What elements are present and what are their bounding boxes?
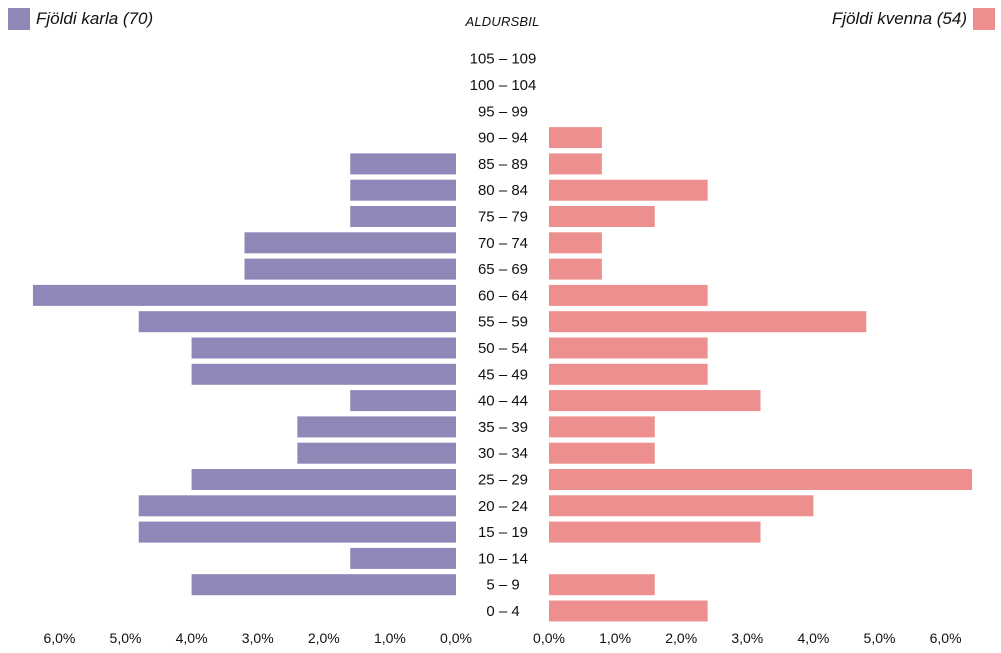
bar-female-9 <box>549 363 708 385</box>
category-label: 80 – 84 <box>478 182 528 199</box>
bar-female-5 <box>549 469 973 490</box>
chart-title: ALDURSBIL <box>0 14 1001 29</box>
category-label: 55 – 59 <box>478 314 528 331</box>
bar-male-16 <box>350 179 456 201</box>
category-label: 85 – 89 <box>478 156 528 173</box>
bar-female-14 <box>549 232 602 254</box>
category-label: 30 – 34 <box>478 445 528 462</box>
x-tick-label: 4,0% <box>176 630 208 646</box>
bar-male-2 <box>350 547 456 569</box>
bar-female-0 <box>549 600 708 622</box>
category-label: 70 – 74 <box>478 235 528 252</box>
category-label: 5 – 9 <box>486 577 519 594</box>
x-tick-label: 5,0% <box>110 630 142 646</box>
x-tick-label: 6,0% <box>930 630 962 646</box>
bar-male-5 <box>191 469 456 490</box>
category-label: 10 – 14 <box>478 550 528 567</box>
bar-female-11 <box>549 311 867 333</box>
bar-female-8 <box>549 390 761 412</box>
x-tick-label: 6,0% <box>43 630 75 646</box>
bar-female-13 <box>549 258 602 280</box>
x-tick-label: 0,0% <box>533 630 565 646</box>
category-label: 40 – 44 <box>478 393 528 410</box>
x-tick-label: 1,0% <box>599 630 631 646</box>
bar-male-8 <box>350 390 456 412</box>
legend-female-label: Fjöldi kvenna (54) <box>831 9 967 28</box>
category-label: 25 – 29 <box>478 472 528 489</box>
legend-male-swatch <box>8 8 30 30</box>
bar-male-13 <box>244 258 456 280</box>
legend-male: Fjöldi karla (70) <box>8 8 153 30</box>
legend-male-label: Fjöldi karla (70) <box>36 9 154 28</box>
category-label: 0 – 4 <box>486 603 519 620</box>
bar-female-16 <box>549 179 708 201</box>
bar-male-7 <box>297 416 456 438</box>
bar-female-4 <box>549 495 814 517</box>
category-label: 90 – 94 <box>478 130 528 147</box>
category-label: 75 – 79 <box>478 209 528 226</box>
category-label: 50 – 54 <box>478 340 528 357</box>
x-tick-label: 0,0% <box>440 630 472 646</box>
x-tick-label: 2,0% <box>308 630 340 646</box>
legend-female-swatch <box>973 8 995 30</box>
category-label: 60 – 64 <box>478 287 528 304</box>
x-tick-label: 4,0% <box>797 630 829 646</box>
category-label: 35 – 39 <box>478 419 528 436</box>
bar-female-3 <box>549 521 761 543</box>
x-tick-label: 3,0% <box>731 630 763 646</box>
bar-male-9 <box>191 363 456 385</box>
bar-male-17 <box>350 153 456 175</box>
bar-female-1 <box>549 574 655 596</box>
category-label: 100 – 104 <box>470 77 537 94</box>
legend-female: Fjöldi kvenna (54) <box>832 8 995 30</box>
bar-male-14 <box>244 232 456 254</box>
bar-male-6 <box>297 442 456 464</box>
bar-female-6 <box>549 442 655 464</box>
bar-male-1 <box>191 574 456 596</box>
bar-male-11 <box>138 311 456 333</box>
bar-female-12 <box>549 284 708 306</box>
bar-female-17 <box>549 153 602 175</box>
bar-male-15 <box>350 206 456 227</box>
bar-female-18 <box>549 127 602 149</box>
category-label: 15 – 19 <box>478 524 528 541</box>
category-label: 95 – 99 <box>478 103 528 120</box>
x-tick-label: 1,0% <box>374 630 406 646</box>
category-label: 20 – 24 <box>478 498 528 515</box>
bar-female-10 <box>549 337 708 359</box>
x-tick-label: 3,0% <box>242 630 274 646</box>
bar-female-15 <box>549 206 655 227</box>
chart-title-text: ALDURSBIL <box>465 14 540 29</box>
category-label: 65 – 69 <box>478 261 528 278</box>
bar-male-3 <box>138 521 456 543</box>
x-tick-label: 5,0% <box>864 630 896 646</box>
bar-male-4 <box>138 495 456 517</box>
bar-male-10 <box>191 337 456 359</box>
bar-female-7 <box>549 416 655 438</box>
bar-male-12 <box>32 284 457 306</box>
category-label: 45 – 49 <box>478 366 528 383</box>
category-label: 105 – 109 <box>470 51 537 68</box>
x-tick-label: 2,0% <box>665 630 697 646</box>
